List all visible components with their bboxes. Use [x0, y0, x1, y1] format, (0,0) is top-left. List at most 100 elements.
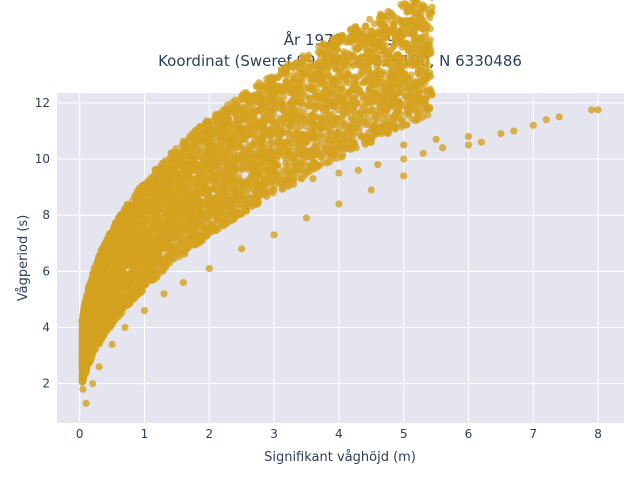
scatter-point [249, 95, 257, 103]
scatter-point [377, 94, 385, 102]
scatter-point [252, 142, 261, 150]
scatter-point [278, 105, 286, 114]
scatter-point [302, 55, 311, 63]
scatter-point [238, 189, 246, 197]
scatter-point [200, 201, 208, 209]
scatter-point [254, 148, 262, 156]
scatter-point [267, 132, 275, 140]
scatter-point [354, 45, 362, 53]
scatter-point [407, 59, 415, 68]
scatter-point [266, 126, 274, 134]
scatter-point [427, 90, 436, 98]
scatter-point [113, 235, 121, 243]
scatter-point [395, 88, 404, 97]
scatter-point [289, 77, 297, 86]
scatter-point [260, 154, 268, 162]
scatter-point [290, 95, 298, 103]
scatter-point [413, 0, 421, 3]
scatter-point [362, 22, 370, 30]
scatter-point [92, 260, 100, 269]
scatter-point [282, 63, 290, 71]
scatter-point [222, 158, 230, 166]
scatter-point [152, 212, 160, 220]
scatter-point [338, 153, 346, 161]
scatter-point [369, 96, 378, 105]
scatter-point [225, 144, 234, 152]
scatter-point [235, 127, 243, 135]
scatter-point [179, 238, 187, 247]
scatter-point [252, 116, 260, 124]
scatter-point [415, 92, 423, 100]
scatter-point [270, 75, 279, 83]
scatter-point [260, 144, 268, 152]
scatter-point [200, 159, 208, 167]
scatter-point [290, 147, 298, 156]
scatter-point [190, 175, 199, 183]
scatter-point [333, 59, 342, 67]
scatter-point [140, 195, 148, 204]
scatter-point [146, 227, 155, 235]
scatter-point [175, 186, 184, 194]
scatter-point [78, 378, 86, 386]
scatter-point [138, 279, 146, 287]
scatter-point [415, 16, 424, 25]
scatter-point [390, 73, 399, 82]
scatter-point [397, 18, 405, 26]
scatter-point [409, 43, 417, 52]
scatter-point [212, 224, 220, 232]
scatter-point [165, 164, 173, 173]
scatter-point [314, 48, 322, 56]
scatter-point [419, 52, 427, 61]
scatter-point [383, 107, 391, 115]
scatter-point [142, 270, 151, 278]
scatter-point [170, 207, 178, 215]
scatter-point [252, 189, 260, 197]
scatter-point [389, 64, 397, 72]
scatter-point [355, 124, 363, 132]
scatter-point [369, 132, 378, 140]
scatter-point [344, 69, 352, 77]
scatter-point [261, 180, 269, 188]
scatter-point [266, 148, 274, 156]
scatter-point [200, 129, 208, 138]
scatter-point [378, 41, 386, 49]
scatter-point [412, 115, 420, 123]
scatter-point [255, 181, 263, 189]
scatter-point [309, 86, 317, 94]
scatter-point [338, 53, 346, 61]
scatter-point [387, 26, 396, 34]
scatter-point [349, 51, 358, 59]
scatter-point [263, 89, 271, 97]
scatter-point [391, 123, 400, 131]
scatter-point [284, 71, 292, 79]
scatter-point [137, 209, 145, 217]
scatter-point [349, 131, 357, 139]
scatter-point [371, 115, 379, 123]
scatter-point [254, 134, 262, 142]
scatter-point [186, 216, 195, 224]
scatter-point [124, 288, 132, 296]
scatter-point [368, 29, 376, 37]
scatter-point [344, 52, 352, 60]
scatter-point [162, 210, 170, 218]
scatter-point [243, 185, 252, 193]
scatter-point [309, 102, 317, 110]
scatter-point [148, 198, 156, 206]
scatter-point [286, 171, 294, 180]
scatter-point [229, 158, 237, 166]
scatter-point [329, 76, 338, 84]
scatter-point [420, 106, 428, 114]
scatter-point [422, 94, 430, 103]
scatter-point [421, 5, 429, 13]
scatter-point [395, 98, 403, 106]
scatter-point [177, 156, 185, 164]
scatter-point [317, 61, 325, 69]
scatter-point [119, 252, 127, 260]
scatter-point [273, 120, 281, 128]
scatter-point [223, 219, 231, 228]
scatter-point [154, 245, 162, 254]
scatter-point [384, 121, 392, 129]
scatter-point [134, 258, 142, 267]
scatter-point [254, 198, 262, 206]
scatter-point [225, 182, 233, 191]
